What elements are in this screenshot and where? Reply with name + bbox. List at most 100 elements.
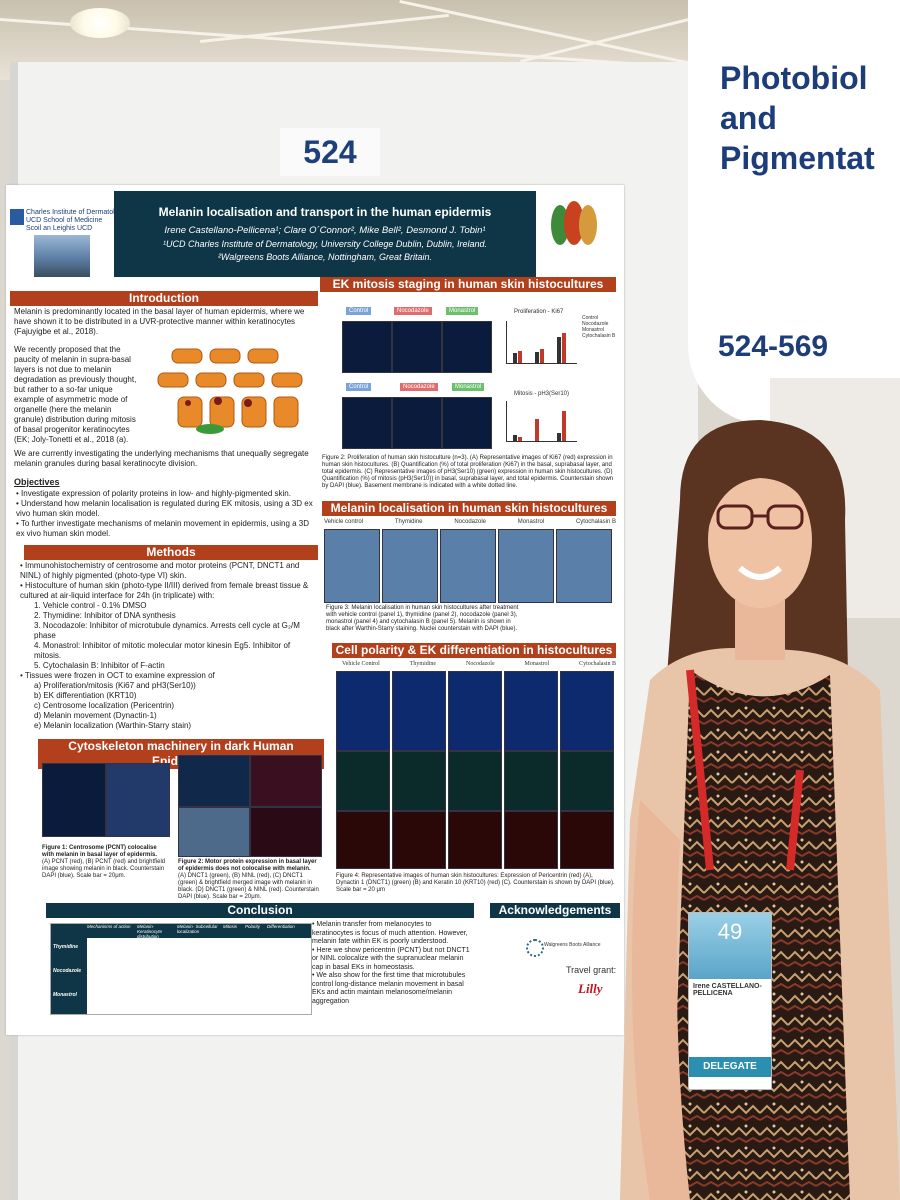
fig1-panel-a (42, 763, 106, 837)
travel-grant: Travel grant: (566, 965, 617, 975)
row-thymidine: Thymidine (53, 944, 79, 950)
method-3-text: Tissues were frozen in OCT to examine ex… (24, 671, 215, 680)
ml-label-1: Thymidine (394, 519, 423, 525)
ek-label-nocodazole-2: Nocodazole (400, 383, 438, 391)
ek-ki67-monastrol (442, 321, 492, 373)
conclusion-row-heads (51, 938, 87, 1014)
method-2-5: 5. Cytochalasin B: Inhibitor of F-actin (34, 661, 165, 670)
badge-number: 49 (689, 913, 771, 979)
method-1-text: Immunohistochemistry of centrosome and m… (20, 561, 300, 580)
delegate-badge: 49 Irene CASTELLANO-PELLICENA DELEGATE (688, 912, 772, 1090)
chart-b-bar (557, 337, 561, 363)
ml-label-3: Monastrol (517, 519, 545, 525)
chart-d-title: Mitosis - pH3(Ser10) (514, 391, 570, 397)
th-1: Melanin-Keratinocyte distribution (137, 924, 163, 939)
objective-1: • Investigate expression of polarity pro… (16, 489, 291, 498)
cp-b-5 (560, 751, 614, 811)
legend-2: Monastrol (582, 327, 604, 333)
method-1: • Immunohistochemistry of centrosome and… (20, 561, 300, 580)
cp-a-3 (448, 671, 502, 751)
sign-range: 524-569 (718, 330, 829, 363)
ml-label-4: Cytochalasin B (575, 519, 616, 525)
board-number: 524 (280, 128, 380, 176)
th-5: Differentiation (267, 924, 295, 929)
ek-label-monastrol: Monastrol (446, 307, 479, 315)
conclusion-table-header (51, 924, 311, 938)
cp-c-2 (392, 811, 446, 869)
methods-heading: Methods (24, 545, 318, 560)
cp-a-4 (504, 671, 558, 751)
chart-legend: Control Nocodazole Monastrol Cytochalasi… (582, 315, 615, 339)
cp-c-5 (560, 811, 614, 869)
chart-d (506, 401, 577, 442)
ml-caption: Figure 3: Melanin localisation in human … (326, 605, 519, 632)
logo-line2: UCD School of Medicine (26, 217, 103, 224)
poster-affil2: ²Walgreens Boots Alliance, Nottingham, G… (217, 252, 433, 262)
fig2-caption-title: Figure 2: Motor protein expression in ba… (178, 859, 317, 872)
chart-b-bar (540, 349, 544, 363)
method-3: • Tissues were frozen in OCT to examine … (20, 671, 215, 680)
cp-a-5 (560, 671, 614, 751)
sign-line3: Pigmentat (720, 140, 875, 176)
ek-ki67-control (342, 321, 392, 373)
cell-polarity-heading: Cell polarity & EK differentiation in hi… (332, 643, 616, 658)
session-sign (688, 0, 900, 425)
chart-b-bar (535, 352, 539, 363)
method-3-b: b) EK differentiation (KRT10) (34, 691, 137, 700)
ek-ph3-control (342, 397, 392, 449)
intro-p1: Melanin is predominantly located in the … (14, 307, 305, 336)
conclusion-bullet-1-text: Melanin transfer from melanocytes to ker… (312, 921, 468, 945)
ceiling-lamp (70, 8, 130, 38)
keratinocyte-diagram (148, 345, 308, 435)
poster: Charles Institute of Dermatology UCD Sch… (6, 185, 624, 1035)
intro-p3: We are currently investigating the under… (14, 449, 309, 468)
badge-role: DELEGATE (689, 1057, 771, 1077)
ek-label-monastrol-2: Monastrol (452, 383, 485, 391)
method-2-text: Histoculture of human skin (photo-type I… (20, 581, 309, 600)
poster-title: Melanin localisation and transport in th… (158, 205, 492, 219)
legend-0: Control (582, 315, 599, 321)
objective-2: • Understand how melanin localisation is… (16, 499, 313, 518)
cp-a-1 (336, 671, 390, 751)
th-0: Mechanisms of action (87, 924, 131, 929)
fig1-panel-b (106, 763, 170, 837)
chart-d-bar (557, 433, 561, 441)
chart-d-bar (535, 419, 539, 441)
fig1-caption-title: Figure 1: Centrosome (PCNT) colocalise w… (42, 845, 158, 858)
method-3-d: d) Melanin movement (Dynactin-1) (34, 711, 157, 720)
fig2-caption-body: (A) DNCT1 (green), (B) NINL (red), (C) D… (178, 873, 319, 900)
chart-b-bar (518, 351, 522, 363)
ml-panel-3 (440, 529, 496, 603)
ek-ph3-monastrol (442, 397, 492, 449)
legend-3: Cytochalasin B (582, 333, 616, 339)
building-photo (34, 235, 90, 277)
ml-label-2: Nocodazole (454, 519, 486, 525)
th-4: Polarity (245, 924, 261, 929)
chart-d-bar (518, 437, 522, 441)
method-3-c: c) Centrosome localization (Pericentrin) (34, 701, 175, 710)
cp-label-1: Thymidine (409, 661, 437, 667)
logo-line3: Scoil an Leighis UCD (26, 225, 93, 232)
method-2-3: 3. Nocodazole: Inhibitor of microtubule … (34, 621, 300, 640)
objective-3: • To further investigate mechanisms of m… (16, 519, 310, 538)
cp-label-0: Vehicle Control (342, 661, 380, 667)
chart-b-bar (562, 333, 566, 363)
fig2-panel-d (250, 807, 322, 857)
poster-authors: Irene Castellano-Pellicena¹; Clare O´Con… (164, 225, 486, 236)
fig2-panel-b (250, 755, 322, 807)
cp-c-1 (336, 811, 390, 869)
method-3-a: a) Proliferation/mitosis (Ki67 and pH3(S… (34, 681, 196, 690)
ml-label-0: Vehicle control (324, 519, 364, 525)
cp-b-3 (448, 751, 502, 811)
cp-c-4 (504, 811, 558, 869)
ek-mitosis-heading: EK mitosis staging in human skin histocu… (320, 277, 616, 292)
ml-panel-1 (324, 529, 380, 603)
ceiling-truss (200, 13, 449, 43)
objective-1-text: Investigate expression of polarity prote… (21, 489, 291, 498)
ml-panel-2 (382, 529, 438, 603)
chart-b-title: Proliferation - Ki67 (514, 309, 564, 315)
cp-b-2 (392, 751, 446, 811)
melanin-loc-heading: Melanin localisation in human skin histo… (322, 501, 616, 516)
conclusion-heading: Conclusion (46, 903, 474, 918)
conclusion-bullet-2: • Here we show pericentrin (PCNT) but no… (312, 946, 470, 971)
